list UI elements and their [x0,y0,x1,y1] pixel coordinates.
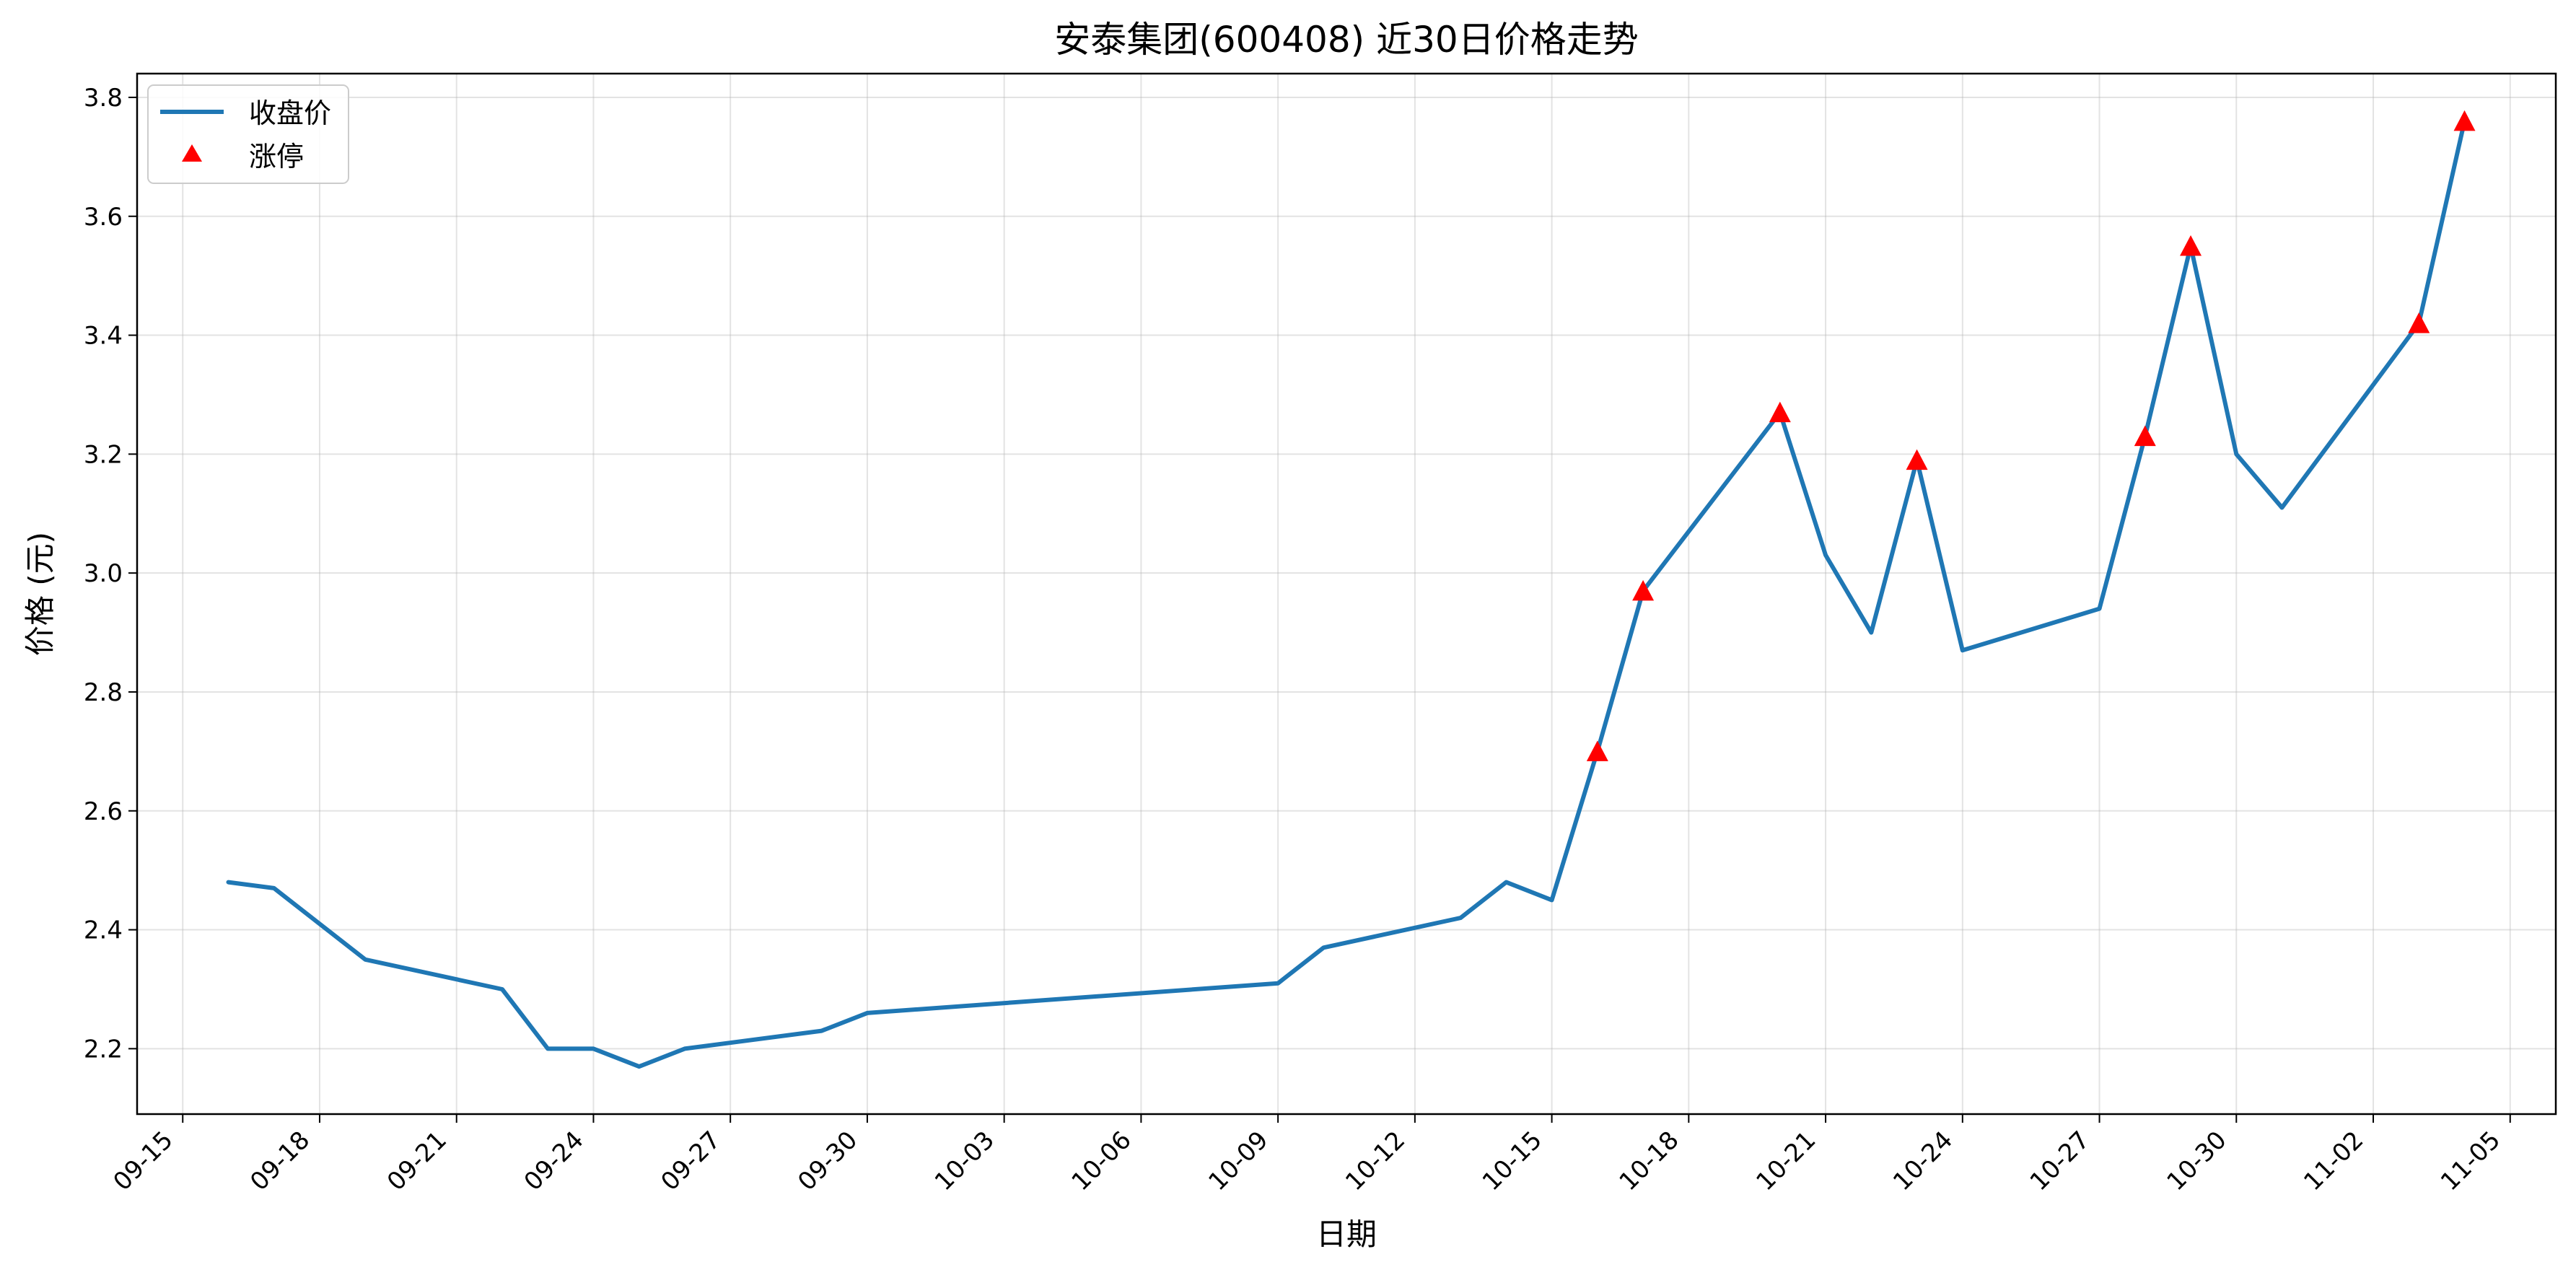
y-tick-label: 3.2 [84,440,123,469]
close-price-line [226,118,2467,1069]
y-tick-label: 2.6 [84,797,123,826]
legend-label-limit-up: 涨停 [249,141,304,172]
y-tick-label: 3.8 [84,84,123,113]
legend-label-close: 收盘价 [249,97,331,129]
plot-frame [136,72,2557,1116]
y-axis-label: 价格 (元) [22,532,58,656]
limit-up-marker [2180,235,2202,256]
legend: 收盘价 涨停 [147,84,349,184]
limit-up-marker [1769,401,1791,423]
series-layer [226,110,2476,1069]
y-tick-label: 3.4 [84,322,123,351]
limit-up-marker [2134,425,2156,447]
y-tick-label: 2.8 [84,678,123,707]
limit-up-marker [2453,110,2476,131]
y-tick-label: 3.0 [84,559,123,588]
x-axis-label: 日期 [1316,1217,1377,1252]
y-tick-label: 3.6 [84,203,123,232]
y-axis-ticks: 2.2 2.4 2.6 2.8 3.0 3.2 3.4 3.6 3.8 [84,84,137,1064]
limit-up-marker [1906,449,1928,470]
grid-lines [137,74,2556,1114]
limit-up-marker [1632,579,1655,601]
legend-triangle-swatch [182,144,202,162]
y-tick-label: 2.2 [84,1035,123,1064]
chart-title: 安泰集团(600408) 近30日价格走势 [1054,19,1638,61]
limit-up-marker [1586,740,1608,761]
y-tick-label: 2.4 [84,916,123,945]
limit-up-marker [2408,312,2430,333]
